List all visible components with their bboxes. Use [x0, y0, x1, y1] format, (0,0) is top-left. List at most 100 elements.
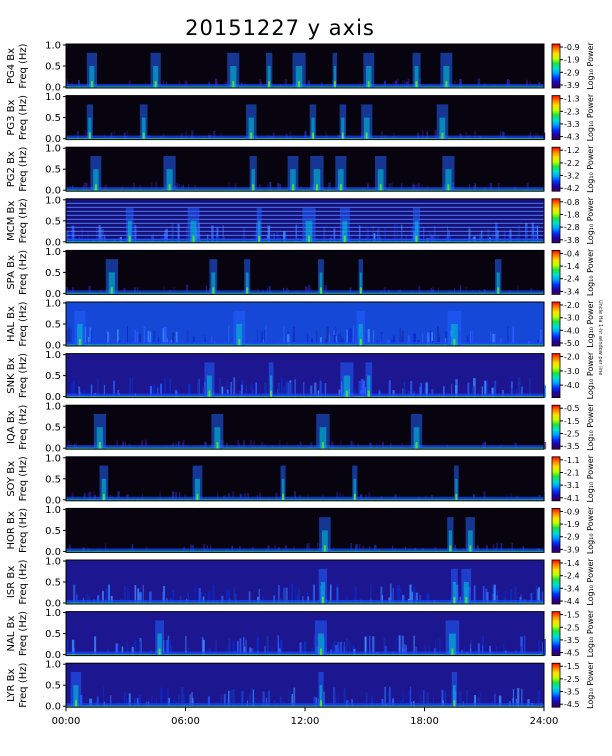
y-tick-label: 0.0 [45, 341, 61, 352]
activity-burst [319, 517, 331, 553]
y-tick-label: 0.5 [45, 681, 61, 692]
colorbar-tick-label: -3.1 [564, 481, 580, 490]
colorbar-tick-label: -1.3 [564, 95, 580, 104]
colorbar-tick-label: -2.0 [564, 301, 580, 310]
activity-burst [150, 52, 161, 88]
colorbar-tick-label: -2.4 [564, 275, 580, 284]
colorbar-tick-label: -0.5 [564, 404, 580, 413]
activity-burst [365, 362, 373, 398]
y-tick-label: 0.0 [45, 237, 61, 248]
panel-background [66, 302, 544, 346]
activity-burst [363, 52, 375, 88]
activity-burst [318, 259, 324, 295]
frequency-axis-label: Freq (Hz) [18, 611, 29, 656]
panel-texture [66, 542, 544, 553]
low-frequency-band [66, 548, 544, 553]
activity-burst [316, 414, 330, 450]
panel-background [66, 663, 544, 708]
colorbar-tick-label: -3.5 [564, 442, 580, 451]
colorbar-tick-label: -1.1 [564, 456, 580, 465]
y-tick-label: 0.0 [45, 444, 61, 455]
colorbar [551, 456, 561, 502]
activity-burst [447, 517, 454, 553]
activity-burst [204, 362, 215, 398]
activity-burst [233, 310, 246, 346]
panel-texture [66, 635, 546, 656]
frequency-axis-label: Freq (Hz) [18, 353, 29, 398]
colorbar-label: Log₁₀ Power [586, 351, 595, 399]
colorbar-tick-label: -2.0 [564, 353, 580, 362]
colorbar-tick-label: -1.5 [564, 611, 580, 620]
station-label: PG3 Bx [6, 99, 17, 135]
colorbar-tick-label: -3.5 [564, 636, 580, 645]
colorbar-tick-label: -1.4 [564, 262, 580, 271]
station-label: HOR Bx [6, 511, 17, 549]
activity-burst [361, 104, 373, 140]
low-frequency-band [66, 703, 544, 708]
activity-burst [440, 52, 453, 88]
y-tick-label: 1.0 [45, 453, 61, 464]
activity-burst [412, 207, 421, 243]
low-frequency-band [66, 600, 544, 604]
colorbar-tick-label: -3.4 [564, 287, 580, 296]
colorbar-tick-label: -1.4 [564, 559, 580, 568]
colorbar-tick-label: -3.8 [564, 236, 580, 245]
activity-burst [287, 156, 299, 192]
station-label: LYR Bx [6, 668, 17, 701]
activity-burst [339, 207, 350, 243]
side-note: Uncle Ha 1-hr window per line [597, 300, 603, 376]
activity-burst [445, 620, 460, 656]
y-tick-label: 0.5 [45, 320, 61, 331]
activity-burst [187, 207, 200, 243]
station-label: PG4 Bx [6, 48, 17, 84]
activity-burst [318, 568, 328, 604]
frequency-axis-label: Freq (Hz) [18, 147, 29, 192]
colorbar-tick-label: -3.0 [564, 367, 580, 376]
activity-burst [139, 104, 148, 140]
colorbar-label: Log₁₀ Power [586, 196, 595, 244]
colorbar-tick-label: -0.4 [564, 249, 580, 258]
activity-burst [105, 259, 118, 295]
y-tick-label: 1.0 [45, 557, 61, 568]
y-tick-label: 0.0 [45, 547, 61, 558]
y-tick-label: 0.5 [45, 578, 61, 589]
colorbar-tick-label: -2.9 [564, 68, 580, 77]
activity-burst [442, 156, 455, 192]
activity-burst [352, 465, 358, 501]
y-tick-label: 0.0 [45, 599, 61, 610]
activity-burst [268, 362, 274, 398]
low-frequency-band [66, 445, 544, 450]
y-tick-label: 0.0 [45, 186, 61, 197]
colorbar-label: Log₁₀ Power [586, 248, 595, 296]
activity-burst [86, 52, 97, 88]
y-tick-label: 0.5 [45, 165, 61, 176]
spectrogram-panel: 0.0 0.5 1.0 MCM Bx Freq (Hz) -0.8 -1.8 -2.8 -3.8… [6, 195, 595, 248]
activity-burst [249, 156, 257, 192]
y-tick-label: 1.0 [45, 144, 61, 155]
y-tick-label: 0.5 [45, 526, 61, 537]
frequency-axis-label: Freq (Hz) [18, 301, 29, 346]
activity-burst [70, 672, 82, 708]
colorbar-label: Log₁₀ Power [586, 661, 595, 709]
colorbar-tick-label: -1.5 [564, 662, 580, 671]
activity-burst [227, 52, 240, 88]
frequency-axis-label: Freq (Hz) [18, 250, 29, 295]
frequency-axis-label: Freq (Hz) [18, 405, 29, 450]
activity-burst [163, 156, 176, 192]
x-axis: 00:00 06:00 12:00 18:00 24:00 [52, 707, 558, 727]
colorbar-tick-label: -4.0 [564, 326, 580, 335]
activity-burst [356, 310, 365, 346]
spectrogram-panel: 0.0 0.5 1.0 SPA Bx Freq (Hz) -0.4 -1.4 -2.4 -3.4… [6, 247, 595, 300]
spectrogram-panel: 0.0 0.5 1.0 NAL Bx Freq (Hz) -1.5 -2.5 -3.5 -4.5… [6, 608, 595, 661]
y-tick-label: 0.5 [45, 62, 61, 73]
colorbar-tick-label: -4.5 [564, 649, 580, 658]
activity-burst [451, 568, 458, 604]
spectrogram-panel: 0.0 0.5 1.0 ISR Bx Freq (Hz) -1.4 -2.4 -3.4 -4.4… [6, 557, 595, 610]
y-tick-label: 0.5 [45, 423, 61, 434]
spectrogram-panel: 0.0 0.5 1.0 HOR Bx Freq (Hz) -0.9 -1.9 -2.9 -3.9… [6, 505, 595, 558]
activity-burst [192, 465, 203, 501]
low-frequency-band [66, 290, 544, 295]
activity-burst [358, 259, 363, 295]
colorbar-label: Log₁₀ Power [586, 300, 595, 348]
colorbar-tick-label: -1.8 [564, 211, 580, 220]
